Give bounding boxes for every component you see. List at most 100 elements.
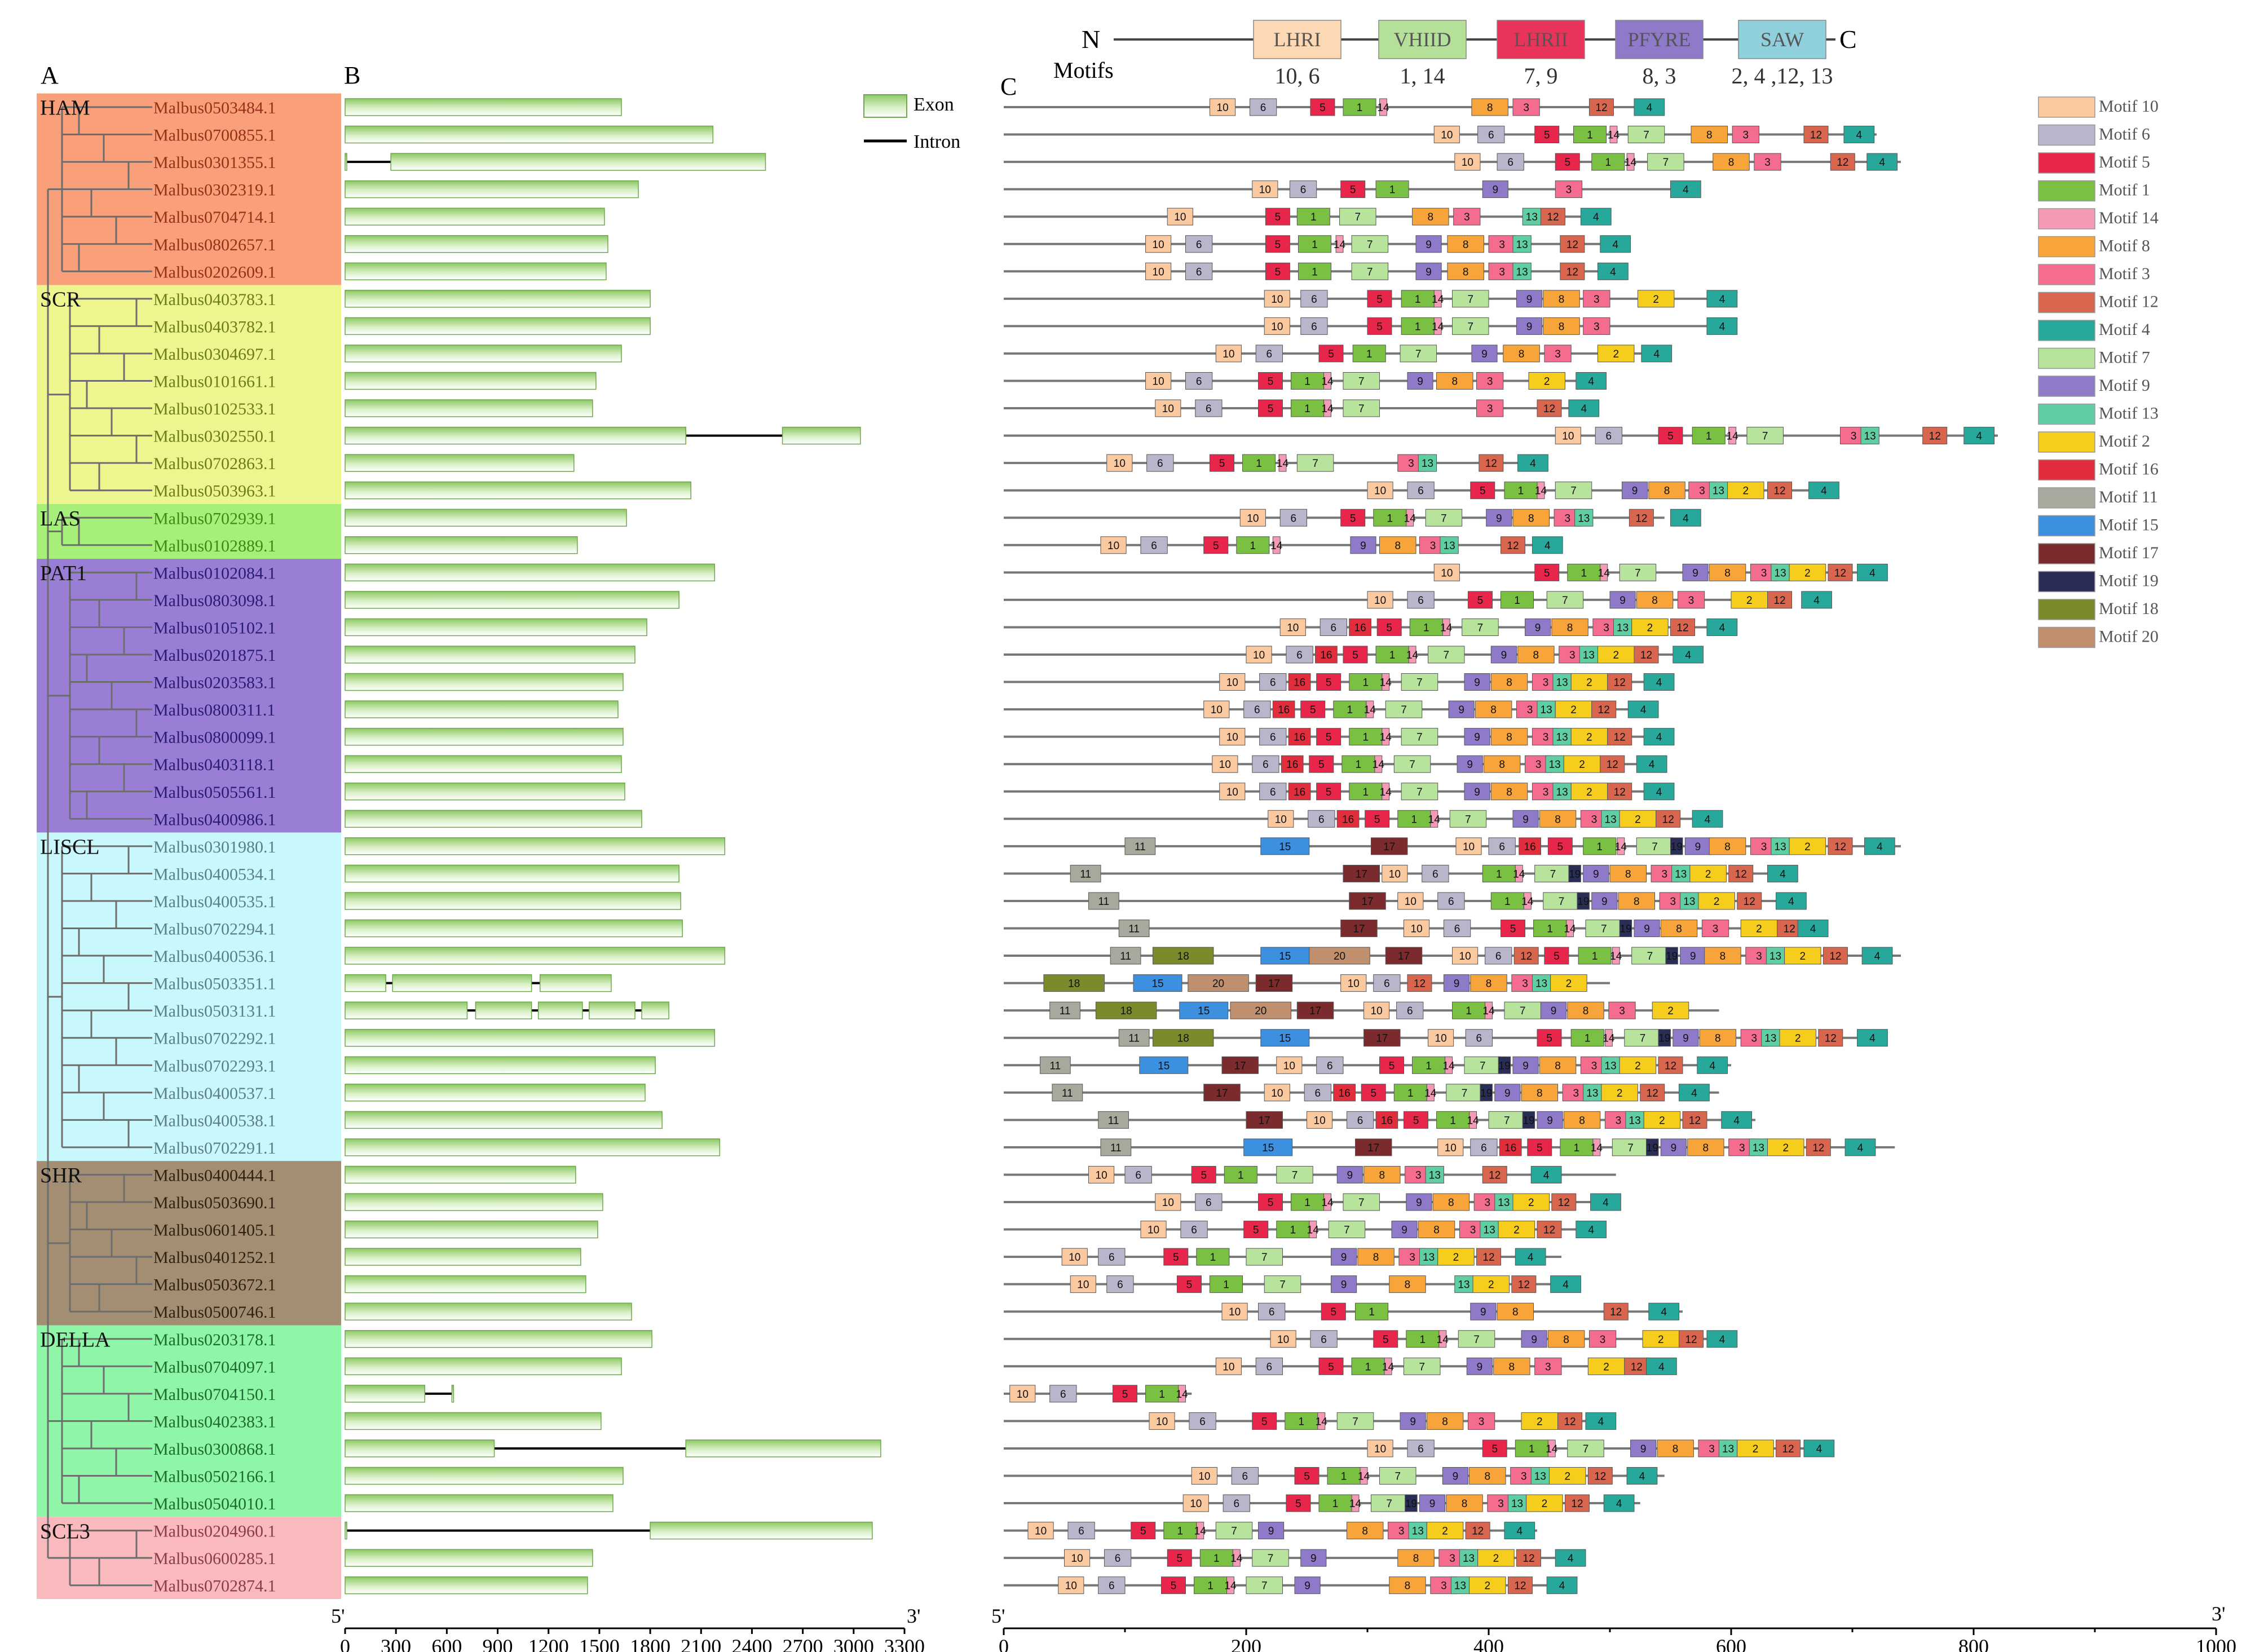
motif-box-12 xyxy=(1607,673,1632,691)
motif-box-label: 10 xyxy=(1374,485,1386,497)
motif-box-9 xyxy=(1331,1275,1357,1293)
motif-box-label: 1 xyxy=(1177,1526,1184,1538)
motif-box-3 xyxy=(1555,180,1583,198)
motif-track-row: 11 15 17 10 6 16 5 1 14 7 19 9 8 3 13 2 12 4 xyxy=(1004,837,1901,855)
clade-label-della: DELLA xyxy=(40,1328,111,1351)
motif-box-label: 6 xyxy=(1476,1033,1482,1045)
motif-box-label: 2 xyxy=(1714,896,1720,908)
motif-box-12 xyxy=(1737,892,1762,910)
motif-box-2 xyxy=(1512,1193,1550,1211)
motif-box-9 xyxy=(1391,1221,1418,1239)
motif-box-6 xyxy=(1140,536,1168,554)
motif-box-label: 6 xyxy=(1432,868,1438,880)
motif-box-label: 6 xyxy=(1196,239,1202,251)
motif-box-label: 5 xyxy=(1268,403,1274,415)
motif-box-5 xyxy=(1361,1084,1386,1102)
motif-box-3 xyxy=(1488,262,1516,280)
motif-box-14 xyxy=(1382,728,1390,746)
motif-legend-label: Motif 6 xyxy=(2099,125,2150,144)
motif-box-label: 14 xyxy=(1546,1443,1558,1455)
motif-box-14 xyxy=(1272,536,1281,554)
motif-box-label: 2 xyxy=(1804,567,1811,579)
gene-label: Malbus0400535.1 xyxy=(153,893,276,911)
motif-box-label: 7 xyxy=(1261,1580,1268,1592)
motif-box-13 xyxy=(1552,728,1572,746)
exon xyxy=(345,426,686,445)
motif-box-2 xyxy=(1570,673,1608,691)
motif-box-6 xyxy=(1308,810,1335,828)
axis-c-5prime: 5' xyxy=(991,1605,1005,1627)
motif-box-label: 3 xyxy=(1415,1169,1422,1181)
motif-track-row: 11 18 15 20 17 10 6 1 14 7 9 8 3 2 xyxy=(1004,1001,1719,1019)
motif-box-label: 4 xyxy=(1810,924,1816,935)
motif-box-label: 16 xyxy=(1320,650,1332,661)
motif-box-9 xyxy=(1512,1056,1539,1074)
motif-box-label: 20 xyxy=(1334,951,1345,962)
motif-box-label: 9 xyxy=(1347,1169,1353,1181)
motif-box-label: 13 xyxy=(1775,841,1786,853)
motif-box-label: 14 xyxy=(1610,951,1622,962)
motif-box-label: 5 xyxy=(1326,732,1332,744)
motif-box-label: 5 xyxy=(1544,567,1550,579)
motif-box-label: 6 xyxy=(1311,294,1317,306)
motif-box-label: 6 xyxy=(1499,841,1505,853)
motif-box-1 xyxy=(1291,372,1325,390)
motif-box-label: 14 xyxy=(1440,622,1453,634)
motif-box-label: 10 xyxy=(1153,376,1164,388)
motif-box-label: 4 xyxy=(1856,130,1863,142)
motif-box-label: 10 xyxy=(1562,431,1574,443)
motif-box-label: 9 xyxy=(1683,1033,1689,1045)
motif-box-label: 7 xyxy=(1762,431,1768,443)
motif-box-3 xyxy=(1583,317,1610,335)
exon xyxy=(345,1275,586,1293)
motif-track-row: 11 17 10 6 16 5 1 14 7 19 9 8 3 13 2 12 4 xyxy=(1004,1084,1719,1102)
motif-box-label: 8 xyxy=(1405,1580,1411,1592)
motif-box-4 xyxy=(1646,1357,1677,1375)
gene-structure-row xyxy=(345,783,625,801)
motif-box-18 xyxy=(1152,1029,1214,1047)
motif-box-1 xyxy=(1163,1522,1197,1540)
motif-box-7 xyxy=(1619,563,1657,581)
motif-box-label: 5 xyxy=(1318,759,1325,771)
motif-box-14 xyxy=(1600,563,1608,581)
motif-box-label: 6 xyxy=(1318,814,1325,825)
motif-box-label: 4 xyxy=(1733,1115,1740,1127)
motif-box-12 xyxy=(1679,1330,1704,1348)
motif-box-label: 9 xyxy=(1426,239,1432,251)
motif-box-label: 7 xyxy=(1268,1553,1274,1565)
motif-box-9 xyxy=(1443,974,1470,992)
motif-box-7 xyxy=(1555,482,1592,500)
motif-box-label: 3 xyxy=(1398,1526,1405,1538)
motif-box-label: 10 xyxy=(1035,1526,1047,1538)
motif-box-label: 6 xyxy=(1481,1142,1487,1154)
motif-box-label: 9 xyxy=(1474,677,1480,689)
motif-box-label: 5 xyxy=(1413,1115,1419,1127)
motif-box-label: 13 xyxy=(1429,1169,1441,1181)
motif-box-label: 9 xyxy=(1401,1225,1407,1236)
motif-box-13 xyxy=(1480,1221,1499,1239)
motif-legend-swatch xyxy=(2038,543,2095,564)
motif-box-12 xyxy=(1803,126,1829,144)
motif-box-5 xyxy=(1527,1138,1552,1156)
gene-label: Malbus0400538.1 xyxy=(153,1111,276,1130)
motif-box-2 xyxy=(1637,290,1675,308)
motif-box-label: 9 xyxy=(1493,184,1499,196)
motif-box-label: 18 xyxy=(1120,1005,1132,1017)
motif-box-label: 3 xyxy=(1713,924,1719,935)
axis-c-tick-label: 200 xyxy=(1231,1635,1261,1652)
motif-box-10 xyxy=(1215,344,1242,363)
gene-structure-row xyxy=(345,426,861,445)
motif-box-label: 3 xyxy=(1594,321,1600,333)
motif-box-label: 2 xyxy=(1647,622,1653,634)
domain-motifs: 7, 9 xyxy=(1524,63,1558,89)
motif-box-8 xyxy=(1446,1494,1483,1512)
exon xyxy=(345,755,622,773)
motif-box-label: 9 xyxy=(1593,868,1599,880)
motif-box-label: 10 xyxy=(1462,157,1473,169)
motif-box-17 xyxy=(1221,1056,1259,1074)
motif-box-label: 2 xyxy=(1756,924,1762,935)
motif-box-13 xyxy=(1530,1467,1550,1485)
gene-label: Malbus0702863.1 xyxy=(153,454,276,473)
motif-box-label: 12 xyxy=(1834,567,1846,579)
motif-box-label: 10 xyxy=(1275,814,1287,825)
